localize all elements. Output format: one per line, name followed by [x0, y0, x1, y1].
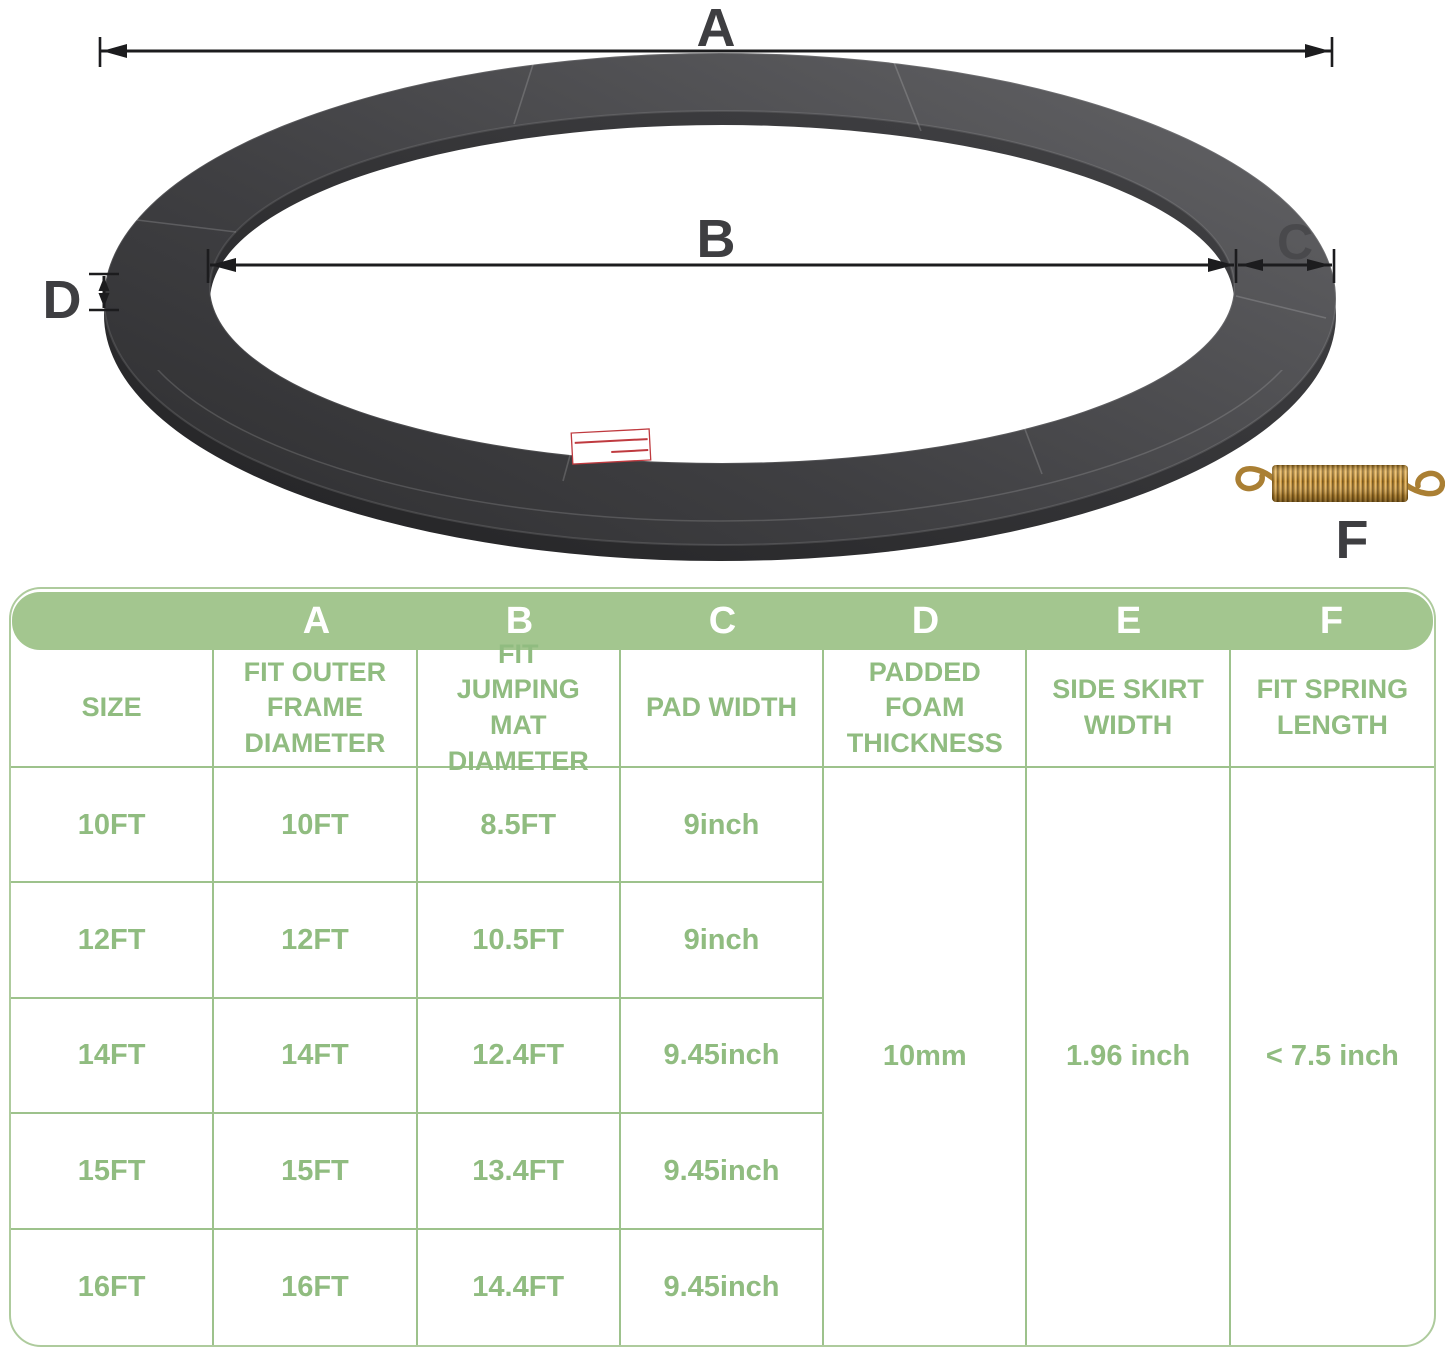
header-outer-frame-diameter: FIT OUTER FRAME DIAMETER — [214, 650, 418, 768]
header-size: SIZE — [11, 650, 215, 768]
table-cell: 9.45inch — [620, 1114, 825, 1230]
header-fit-spring-length: FIT SPRING LENGTH — [1230, 650, 1434, 768]
table-cell: 12FT — [214, 883, 418, 999]
dimension-a: A — [98, 0, 1334, 67]
header-jumping-mat-diameter: FIT JUMPING MAT DIAMETER — [417, 639, 621, 776]
dimension-c-label: C — [1277, 214, 1313, 270]
inner-edge-highlight — [209, 110, 1235, 464]
table-cell: 15FT — [11, 1114, 215, 1230]
column-letter-a: A — [302, 599, 331, 642]
merged-cell-foam-thickness: 10mm — [824, 768, 1028, 1345]
dimension-c: C — [1238, 214, 1336, 283]
dimension-d: D — [43, 270, 119, 330]
column-letter-c: C — [708, 599, 737, 642]
dimension-a-label: A — [697, 0, 736, 58]
table-cell: 14.4FT — [418, 1229, 621, 1345]
header-side-skirt-width: SIDE SKIRT WIDTH — [1027, 650, 1231, 768]
product-label-tag — [570, 428, 652, 465]
spring-icon: F — [1235, 465, 1445, 570]
table-cell: 14FT — [11, 998, 215, 1115]
spring-left-hook — [1235, 466, 1277, 492]
column-letter-d: D — [911, 599, 940, 642]
spring-right-hook — [1403, 470, 1445, 497]
table-cell: 10FT — [214, 768, 418, 884]
header-padded-foam-thickness: PADDED FOAM THICKNESS — [824, 650, 1028, 768]
merged-cell-spring-length: < 7.5 inch — [1265, 1040, 1399, 1073]
column-letter-e: E — [1115, 599, 1142, 642]
table-cell: 12FT — [11, 883, 215, 999]
table-cell: 9.45inch — [620, 998, 825, 1115]
pad-ring-top-surface — [104, 53, 1336, 545]
dimension-b-label: B — [697, 209, 736, 269]
pad-seam-lines — [136, 54, 1327, 503]
table-cell: 12.4FT — [417, 998, 621, 1115]
skirt-bevel-line — [157, 370, 1283, 522]
table-cell: 13.4FT — [417, 1114, 621, 1230]
table-cell: 15FT — [214, 1114, 418, 1230]
header-pad-width: PAD WIDTH — [620, 650, 825, 768]
column-letters-bar: A B C D E F — [12, 592, 1433, 650]
table-cell: 9inch — [620, 768, 825, 884]
dimension-f-label: F — [1336, 510, 1369, 570]
column-letter-f: F — [1319, 599, 1344, 642]
table-cell: 8.5FT — [417, 768, 621, 884]
table-cell: 10.5FT — [417, 883, 621, 999]
table-cell: 14FT — [214, 998, 418, 1115]
table-cell: 9inch — [620, 883, 825, 999]
dimension-d-label: D — [43, 270, 82, 330]
pad-ring — [103, 52, 1337, 561]
size-chart-grid: SIZE FIT OUTER FRAME DIAMETER FIT JUMPIN… — [11, 639, 1434, 1345]
letter-spacer — [12, 592, 215, 650]
spring-coil-shading — [1272, 465, 1408, 502]
column-letter-b: B — [505, 599, 534, 642]
dimension-b: B — [206, 209, 1238, 283]
table-cell: 10FT — [11, 768, 215, 884]
trampoline-pad-diagram: A B C D — [43, 0, 1445, 570]
table-cell: 9.45inch — [621, 1229, 825, 1345]
table-cell: 16FT — [11, 1229, 215, 1345]
merged-cell-side-skirt-width: 1.96 inch — [1027, 768, 1231, 1345]
size-chart: A B C D E F SIZE FIT OUTER FRAME DIAMETE… — [9, 587, 1436, 1347]
table-cell: 16FT — [214, 1229, 418, 1345]
